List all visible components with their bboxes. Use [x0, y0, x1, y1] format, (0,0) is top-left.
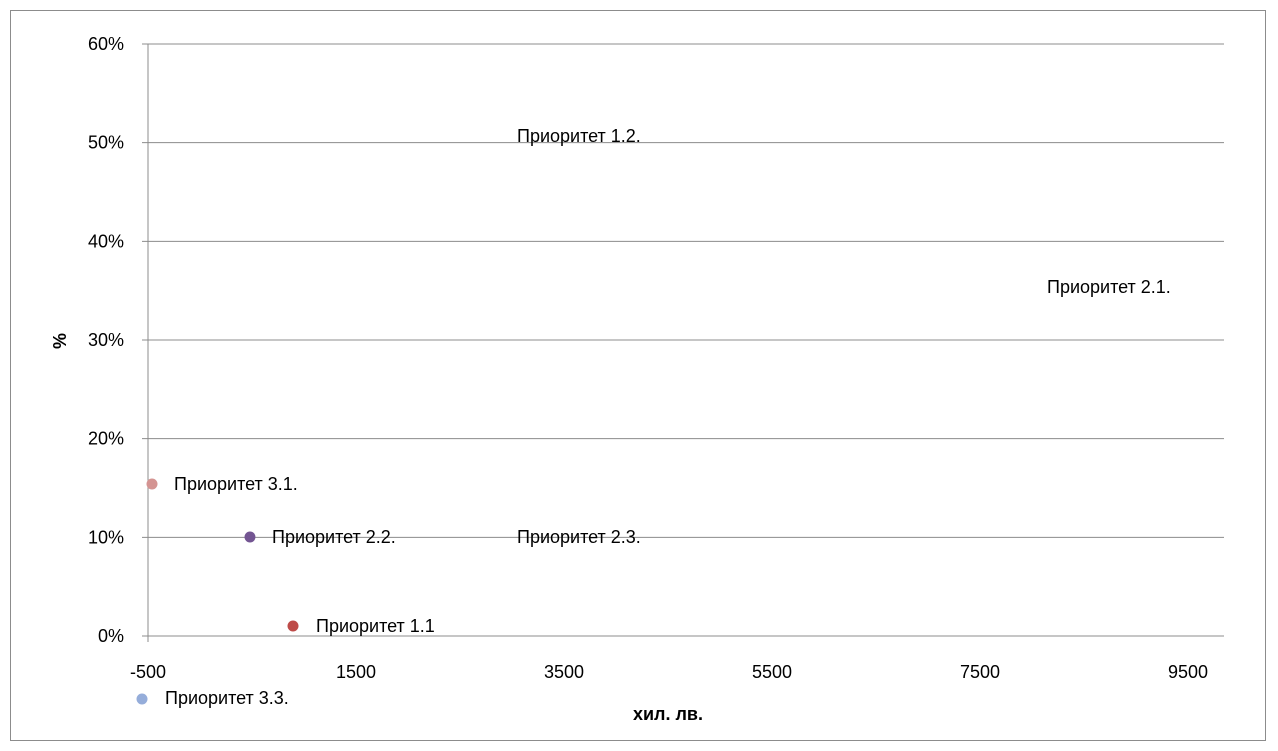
y-tick-label: 10% [88, 527, 124, 547]
x-tick-label: 3500 [544, 662, 584, 682]
x-tick-label: 1500 [336, 662, 376, 682]
bubble-label-21: Приоритет 2.1. [1047, 277, 1171, 297]
label-marker-31 [146, 478, 158, 490]
x-tick-label: 7500 [960, 662, 1000, 682]
y-tick-label: 0% [98, 626, 124, 646]
x-tick-label: 5500 [752, 662, 792, 682]
label-marker-11 [287, 620, 299, 632]
label-marker-22 [244, 531, 256, 543]
chart-frame [10, 10, 1266, 741]
bubble-label-11: Приоритет 1.1 [316, 616, 435, 636]
label-marker-33 [136, 693, 148, 705]
x-axis-title: хил. лв. [633, 704, 703, 724]
bubble-label-12: Приоритет 1.2. [517, 126, 641, 146]
y-tick-label: 30% [88, 330, 124, 350]
bubble-labels: Приоритет 1.2. Приоритет 2.1. Приоритет 3.… [136, 126, 1171, 708]
y-tick-label: 60% [88, 34, 124, 54]
tick-labels: 0% 10% 20% 30% 40% 50% 60% -500 1500 3500 5500 7500… [88, 34, 1208, 682]
gridlines [142, 43, 1224, 642]
y-tick-label: 40% [88, 231, 124, 251]
x-tick-label: 9500 [1168, 662, 1208, 682]
bubble-label-23: Приоритет 2.3. [517, 527, 641, 547]
bubble-label-31: Приоритет 3.1. [174, 474, 298, 494]
bubble-label-33: Приоритет 3.3. [165, 688, 289, 708]
x-tick-label: -500 [130, 662, 166, 682]
y-axis-title: % [50, 333, 70, 349]
y-tick-label: 20% [88, 429, 124, 449]
y-tick-label: 50% [88, 133, 124, 153]
bubble-label-22: Приоритет 2.2. [272, 527, 396, 547]
